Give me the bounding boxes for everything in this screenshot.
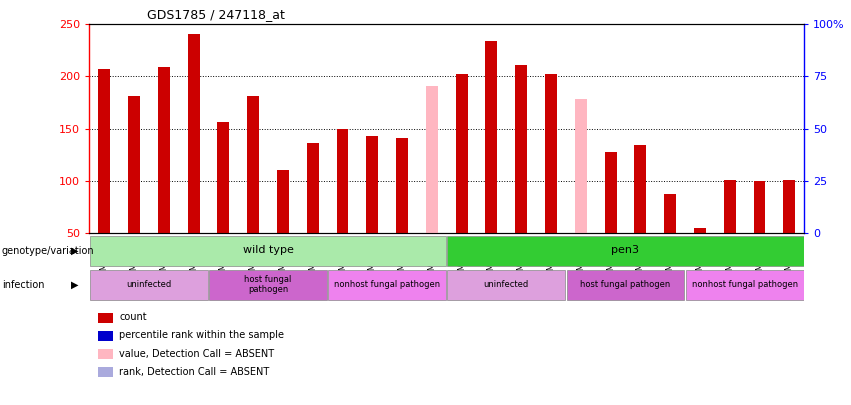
Text: ▶: ▶ bbox=[71, 280, 78, 290]
Bar bbox=[723, 180, 735, 233]
Text: value, Detection Call = ABSENT: value, Detection Call = ABSENT bbox=[119, 349, 274, 358]
Bar bbox=[694, 228, 705, 233]
Bar bbox=[90, 236, 446, 266]
Bar bbox=[515, 65, 527, 233]
Text: uninfected: uninfected bbox=[126, 280, 172, 289]
Bar bbox=[634, 145, 646, 233]
Bar bbox=[664, 194, 676, 233]
Text: percentile rank within the sample: percentile rank within the sample bbox=[119, 330, 284, 340]
Bar bbox=[604, 151, 616, 233]
Text: host fungal
pathogen: host fungal pathogen bbox=[244, 275, 292, 294]
Bar bbox=[396, 138, 408, 233]
Bar bbox=[366, 136, 378, 233]
Bar bbox=[426, 86, 437, 233]
Bar bbox=[455, 75, 467, 233]
Text: ▶: ▶ bbox=[71, 246, 78, 256]
Text: nonhost fungal pathogen: nonhost fungal pathogen bbox=[692, 280, 797, 289]
Bar bbox=[306, 143, 318, 233]
Bar bbox=[485, 41, 497, 233]
Bar bbox=[783, 180, 795, 233]
Text: infection: infection bbox=[2, 280, 44, 290]
Bar bbox=[328, 270, 446, 300]
Bar bbox=[753, 181, 765, 233]
Bar bbox=[277, 170, 288, 233]
Bar bbox=[157, 67, 169, 233]
Text: GDS1785 / 247118_at: GDS1785 / 247118_at bbox=[146, 8, 284, 21]
Bar bbox=[247, 96, 259, 233]
Bar bbox=[336, 129, 348, 233]
Text: nonhost fungal pathogen: nonhost fungal pathogen bbox=[334, 280, 440, 289]
Bar bbox=[567, 270, 684, 300]
Text: uninfected: uninfected bbox=[483, 280, 529, 289]
Bar bbox=[128, 96, 140, 233]
Bar bbox=[90, 270, 208, 300]
Text: genotype/variation: genotype/variation bbox=[2, 246, 94, 256]
Bar bbox=[187, 34, 199, 233]
Bar bbox=[686, 270, 803, 300]
Text: pen3: pen3 bbox=[612, 245, 639, 255]
Text: wild type: wild type bbox=[243, 245, 294, 255]
Bar bbox=[217, 122, 229, 233]
Bar bbox=[545, 75, 557, 233]
Text: rank, Detection Call = ABSENT: rank, Detection Call = ABSENT bbox=[119, 367, 270, 377]
Bar bbox=[448, 236, 803, 266]
Bar bbox=[448, 270, 565, 300]
Bar bbox=[574, 99, 586, 233]
Text: count: count bbox=[119, 312, 146, 322]
Bar bbox=[209, 270, 327, 300]
Text: host fungal pathogen: host fungal pathogen bbox=[580, 280, 671, 289]
Bar bbox=[98, 69, 111, 233]
